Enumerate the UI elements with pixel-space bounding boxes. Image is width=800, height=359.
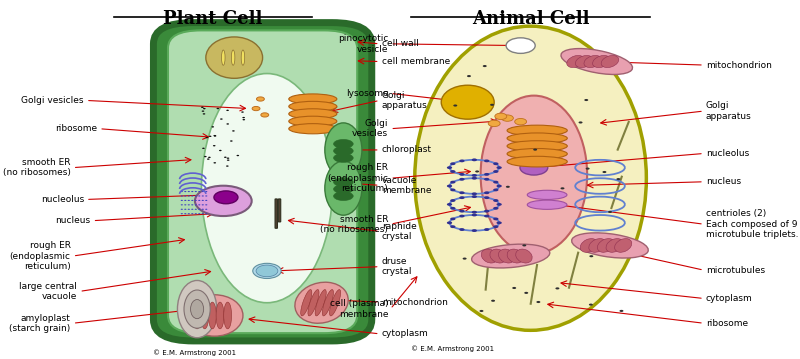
Ellipse shape xyxy=(334,153,354,162)
Ellipse shape xyxy=(308,290,319,316)
Circle shape xyxy=(450,188,455,191)
Circle shape xyxy=(198,200,200,201)
Circle shape xyxy=(181,195,183,197)
Circle shape xyxy=(181,204,183,205)
Ellipse shape xyxy=(472,244,550,268)
Circle shape xyxy=(584,99,588,101)
Ellipse shape xyxy=(601,56,618,67)
Circle shape xyxy=(497,185,502,187)
Circle shape xyxy=(497,203,502,206)
Ellipse shape xyxy=(334,192,354,201)
Circle shape xyxy=(184,200,186,201)
Text: smooth ER
(no ribosomes): smooth ER (no ribosomes) xyxy=(321,215,388,234)
Ellipse shape xyxy=(209,302,216,329)
Circle shape xyxy=(184,213,186,214)
Circle shape xyxy=(462,257,466,260)
Text: centrioles (2)
Each composed of 9
microtubule triplets.: centrioles (2) Each composed of 9 microt… xyxy=(706,209,798,239)
Circle shape xyxy=(493,218,498,220)
Ellipse shape xyxy=(507,141,567,151)
Circle shape xyxy=(224,157,226,158)
Circle shape xyxy=(194,213,197,214)
Ellipse shape xyxy=(289,123,337,134)
Circle shape xyxy=(459,210,465,213)
Circle shape xyxy=(472,174,477,177)
Circle shape xyxy=(208,157,210,158)
Circle shape xyxy=(181,200,183,201)
Ellipse shape xyxy=(206,37,262,78)
Circle shape xyxy=(467,75,471,77)
Ellipse shape xyxy=(334,178,354,187)
Circle shape xyxy=(202,191,204,192)
Ellipse shape xyxy=(224,302,231,329)
Circle shape xyxy=(198,213,200,214)
Ellipse shape xyxy=(442,85,494,119)
Circle shape xyxy=(493,162,498,165)
Circle shape xyxy=(194,200,197,201)
Ellipse shape xyxy=(184,290,210,328)
Circle shape xyxy=(237,155,239,156)
Circle shape xyxy=(459,178,465,181)
Circle shape xyxy=(253,263,281,279)
Circle shape xyxy=(198,195,200,197)
Circle shape xyxy=(493,225,498,228)
FancyBboxPatch shape xyxy=(168,31,358,333)
Circle shape xyxy=(181,209,183,210)
Ellipse shape xyxy=(190,299,204,319)
Ellipse shape xyxy=(507,149,567,159)
Ellipse shape xyxy=(231,50,235,65)
Circle shape xyxy=(226,158,230,159)
Text: cytoplasm: cytoplasm xyxy=(706,294,753,303)
Circle shape xyxy=(188,191,190,192)
Circle shape xyxy=(561,187,565,190)
Text: nucleus: nucleus xyxy=(706,177,741,186)
Text: Golgi
apparatus: Golgi apparatus xyxy=(706,101,752,121)
Circle shape xyxy=(447,166,452,169)
Ellipse shape xyxy=(490,249,506,263)
Circle shape xyxy=(191,213,194,214)
Text: © E.M. Armstrong 2001: © E.M. Armstrong 2001 xyxy=(411,345,494,351)
Circle shape xyxy=(188,195,190,197)
Text: druse
crystal: druse crystal xyxy=(382,257,412,276)
Text: lysosome: lysosome xyxy=(346,89,388,98)
Ellipse shape xyxy=(589,239,606,252)
Circle shape xyxy=(520,160,548,175)
Circle shape xyxy=(608,211,612,213)
Text: Golgi
apparatus: Golgi apparatus xyxy=(382,91,427,110)
Ellipse shape xyxy=(315,290,326,316)
Circle shape xyxy=(484,159,490,162)
Ellipse shape xyxy=(193,302,201,329)
FancyBboxPatch shape xyxy=(154,23,372,341)
Ellipse shape xyxy=(498,249,515,263)
Circle shape xyxy=(488,120,500,127)
Circle shape xyxy=(205,200,207,201)
Circle shape xyxy=(472,192,477,195)
Ellipse shape xyxy=(507,249,523,263)
Circle shape xyxy=(181,213,183,214)
Circle shape xyxy=(491,300,495,302)
Circle shape xyxy=(522,244,526,246)
Ellipse shape xyxy=(606,239,623,252)
Circle shape xyxy=(506,38,535,53)
Circle shape xyxy=(184,195,186,197)
FancyBboxPatch shape xyxy=(278,199,281,222)
Circle shape xyxy=(490,104,494,106)
Circle shape xyxy=(447,222,452,224)
Circle shape xyxy=(493,170,498,173)
Text: ribosome: ribosome xyxy=(706,319,748,328)
Circle shape xyxy=(472,195,477,198)
Circle shape xyxy=(202,200,204,201)
Text: cell wall: cell wall xyxy=(382,39,418,48)
Circle shape xyxy=(484,215,490,218)
Circle shape xyxy=(227,159,230,161)
Circle shape xyxy=(205,191,207,192)
Circle shape xyxy=(181,191,183,192)
Ellipse shape xyxy=(614,239,632,252)
Ellipse shape xyxy=(572,233,648,258)
Ellipse shape xyxy=(295,282,348,323)
Circle shape xyxy=(184,191,186,192)
Circle shape xyxy=(188,200,190,201)
Ellipse shape xyxy=(289,109,337,119)
Circle shape xyxy=(203,108,206,109)
Circle shape xyxy=(219,150,222,151)
Circle shape xyxy=(205,195,207,197)
